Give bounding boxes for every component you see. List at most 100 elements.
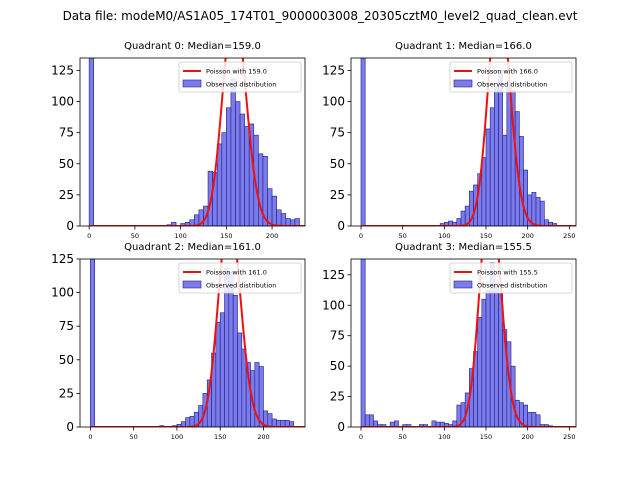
poisson-curve bbox=[89, 58, 305, 226]
y-tick-label: 125 bbox=[322, 63, 345, 77]
histogram-bar bbox=[373, 420, 378, 427]
y-tick-label: 75 bbox=[330, 329, 345, 343]
axes-frame bbox=[350, 258, 577, 428]
figure-suptitle: Data file: modeM0/AS1A05_174T01_90000030… bbox=[63, 9, 578, 23]
y-tick-label: 50 bbox=[330, 157, 345, 171]
y-tick-label: 25 bbox=[330, 390, 345, 404]
legend-entry-observed: Observed distribution bbox=[477, 282, 547, 290]
histogram-bar bbox=[258, 153, 264, 226]
legend-box bbox=[449, 61, 573, 93]
y-tick-label: 75 bbox=[330, 126, 345, 140]
legend-entry-poisson: Poisson with 166.0 bbox=[477, 68, 538, 76]
y-tick-label: 25 bbox=[59, 386, 74, 400]
histogram-bar bbox=[271, 418, 277, 427]
histogram-bar bbox=[235, 101, 241, 226]
histogram-bar bbox=[237, 332, 243, 427]
panel-title: Quadrant 0: Median=159.0 bbox=[124, 41, 261, 52]
legend-entry-observed: Observed distribution bbox=[206, 282, 276, 290]
quadrant-panel-3: Quadrant 3: Median=155.5 0 50 100 150 200 250 0… bbox=[322, 242, 577, 441]
legend: Poisson with 161.0 Observed distribution bbox=[178, 262, 302, 294]
histogram-bar bbox=[535, 414, 541, 427]
histogram-bar bbox=[485, 290, 491, 427]
x-tick-label: 150 bbox=[480, 232, 492, 240]
histogram-bar bbox=[228, 272, 234, 427]
histogram-bar bbox=[369, 414, 374, 427]
histogram-bar bbox=[360, 58, 366, 226]
legend-entry-observed: Observed distribution bbox=[477, 81, 547, 89]
y-tick-label: 25 bbox=[59, 188, 74, 202]
y-tick-label: 125 bbox=[51, 252, 74, 266]
histogram-bar bbox=[244, 126, 250, 226]
legend-bar-swatch bbox=[453, 280, 473, 289]
legend-bar-swatch bbox=[182, 280, 202, 289]
histogram-bar bbox=[535, 197, 541, 226]
histogram-bar bbox=[364, 414, 370, 427]
histogram-bar bbox=[88, 58, 95, 226]
histogram-bar bbox=[360, 259, 366, 427]
histogram-bar bbox=[531, 412, 537, 427]
histogram-bar bbox=[294, 218, 300, 226]
legend-entry-poisson: Poisson with 161.0 bbox=[206, 269, 267, 277]
histogram-bar bbox=[276, 209, 282, 226]
x-tick-label: 100 bbox=[171, 433, 183, 441]
x-tick-label: 200 bbox=[257, 433, 269, 441]
quadrant-panel-1: Quadrant 1: Median=166.0 0 50 100 150 200 250 0… bbox=[322, 41, 577, 240]
histogram-bar bbox=[280, 213, 287, 226]
y-tick-label: 75 bbox=[59, 319, 74, 333]
x-tick-label: 100 bbox=[174, 232, 186, 240]
x-tick-label: 100 bbox=[438, 433, 450, 441]
histogram-bar bbox=[285, 218, 291, 226]
y-tick-label: 100 bbox=[51, 286, 74, 300]
legend-bar-swatch bbox=[182, 79, 202, 88]
histogram-bar bbox=[481, 298, 487, 427]
x-tick-label: 100 bbox=[438, 232, 450, 240]
y-tick-label: 0 bbox=[66, 420, 74, 434]
histogram-bar bbox=[215, 321, 221, 427]
quadrant-panel-0: Quadrant 0: Median=159.0 0 50 100 150 200 0 25 5… bbox=[51, 41, 306, 240]
x-tick-label: 50 bbox=[399, 433, 407, 441]
histogram-bar bbox=[232, 294, 238, 427]
histogram-bar bbox=[485, 128, 491, 226]
y-tick-label: 50 bbox=[59, 157, 74, 171]
x-tick-label: 50 bbox=[399, 232, 407, 240]
histogram-bar bbox=[271, 195, 277, 226]
histogram-bar bbox=[258, 366, 264, 427]
histogram-bars bbox=[360, 259, 553, 427]
x-tick-label: 150 bbox=[214, 433, 226, 441]
y-tick-label: 100 bbox=[322, 95, 345, 109]
x-tick-label: 0 bbox=[359, 232, 363, 240]
y-tick-label: 100 bbox=[51, 95, 74, 109]
legend-box bbox=[178, 61, 302, 93]
y-tick-label: 50 bbox=[59, 353, 74, 367]
histogram-bar bbox=[506, 86, 512, 226]
histogram-bar bbox=[494, 86, 499, 226]
y-tick-label: 100 bbox=[322, 298, 345, 312]
histogram-bar bbox=[477, 317, 483, 427]
y-tick-label: 25 bbox=[330, 188, 345, 202]
x-tick-label: 150 bbox=[480, 433, 492, 441]
histogram-bar bbox=[239, 113, 245, 226]
histogram-bar bbox=[90, 259, 96, 427]
histogram-bar bbox=[284, 419, 290, 427]
y-tick-label: 0 bbox=[337, 420, 345, 434]
histogram-bar bbox=[489, 107, 495, 226]
histogram-bar bbox=[502, 134, 508, 226]
histogram-bar bbox=[226, 107, 232, 226]
histogram-bar bbox=[523, 404, 528, 427]
x-tick-label: 0 bbox=[88, 433, 92, 441]
y-tick-label: 125 bbox=[51, 63, 74, 77]
legend: Poisson with 159.0 Observed distribution bbox=[178, 61, 302, 93]
axes-frame bbox=[79, 258, 306, 428]
axes-frame bbox=[79, 57, 306, 227]
legend-box bbox=[178, 262, 302, 294]
histogram-bar bbox=[221, 132, 227, 226]
histogram-bar bbox=[460, 210, 466, 226]
histogram-bar bbox=[230, 78, 236, 226]
histogram-bar bbox=[267, 413, 273, 427]
x-tick-label: 200 bbox=[266, 232, 278, 240]
x-tick-label: 200 bbox=[521, 232, 533, 240]
panel-title: Quadrant 2: Median=161.0 bbox=[124, 242, 261, 253]
histogram-bar bbox=[498, 70, 503, 226]
legend: Poisson with 155.5 Observed distribution bbox=[449, 262, 573, 294]
panel-title: Quadrant 1: Median=166.0 bbox=[395, 41, 532, 52]
